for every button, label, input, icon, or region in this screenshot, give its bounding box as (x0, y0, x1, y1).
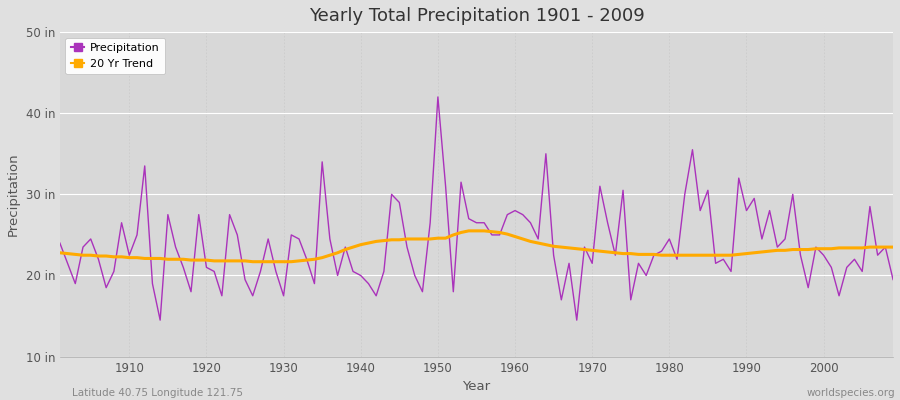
Precipitation (55, 241, 66, 246)
Precipitation (887, 277, 898, 282)
X-axis label: Year: Year (463, 380, 491, 393)
Precipitation (518, 212, 528, 217)
20 Yr Trend (293, 258, 304, 263)
20 Yr Trend (518, 236, 528, 241)
Precipitation (155, 318, 166, 322)
20 Yr Trend (248, 259, 258, 264)
Precipitation (116, 220, 127, 225)
Y-axis label: Precipitation: Precipitation (7, 152, 20, 236)
Precipitation (433, 94, 444, 99)
Text: worldspecies.org: worldspecies.org (807, 388, 896, 398)
Precipitation (617, 188, 628, 193)
Line: Precipitation: Precipitation (60, 97, 893, 320)
20 Yr Trend (525, 239, 535, 244)
Precipitation (340, 245, 351, 250)
20 Yr Trend (617, 251, 628, 256)
Precipitation (293, 236, 304, 241)
Title: Yearly Total Precipitation 1901 - 2009: Yearly Total Precipitation 1901 - 2009 (309, 7, 644, 25)
20 Yr Trend (887, 245, 898, 250)
Line: 20 Yr Trend: 20 Yr Trend (60, 231, 893, 262)
Legend: Precipitation, 20 Yr Trend: Precipitation, 20 Yr Trend (66, 38, 166, 74)
20 Yr Trend (116, 254, 127, 259)
20 Yr Trend (464, 228, 474, 233)
Text: Latitude 40.75 Longitude 121.75: Latitude 40.75 Longitude 121.75 (72, 388, 243, 398)
20 Yr Trend (55, 250, 66, 255)
20 Yr Trend (340, 247, 351, 252)
Precipitation (525, 220, 535, 225)
